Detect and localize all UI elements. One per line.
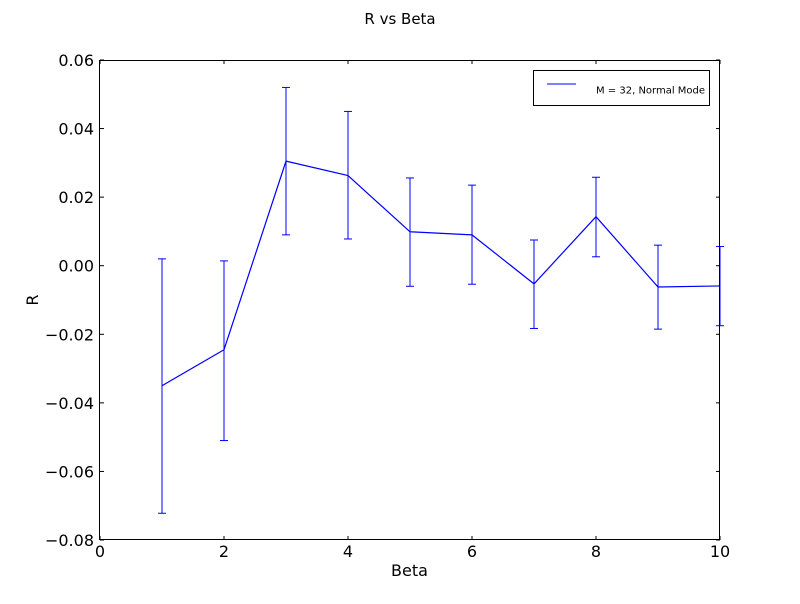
series-layer	[158, 86, 724, 514]
y-tick-label: −0.06	[45, 462, 94, 481]
y-tick-label: −0.08	[45, 531, 94, 550]
x-tick-label: 2	[219, 542, 229, 561]
x-tick-label: 0	[95, 542, 105, 561]
x-axis-label: Beta	[391, 561, 428, 580]
y-tick-label: 0.06	[58, 51, 94, 70]
legend: M = 32, Normal Mode	[533, 70, 710, 106]
legend-label: M = 32, Normal Mode	[596, 86, 705, 97]
series-line	[161, 160, 721, 387]
x-tick-label: 8	[591, 542, 601, 561]
chart-title: R vs Beta	[364, 10, 435, 28]
plot-frame	[99, 60, 720, 540]
legend-box	[533, 70, 710, 106]
y-tick-label: −0.04	[45, 394, 94, 413]
x-tick-label: 10	[710, 542, 730, 561]
y-tick-label: 0.02	[58, 188, 94, 207]
y-axis-label: R	[23, 294, 42, 305]
y-tick-label: −0.02	[45, 325, 94, 344]
x-tick-label: 4	[343, 542, 353, 561]
y-tick-label: 0.04	[58, 120, 94, 139]
ticks-layer: 0 2 4 6 8 10 0.06 0.04 0.02 0.00 −0.02 −0.04 −0.06 −0…	[45, 51, 730, 561]
x-tick-label: 6	[467, 542, 477, 561]
y-tick-label: 0.00	[58, 257, 94, 276]
